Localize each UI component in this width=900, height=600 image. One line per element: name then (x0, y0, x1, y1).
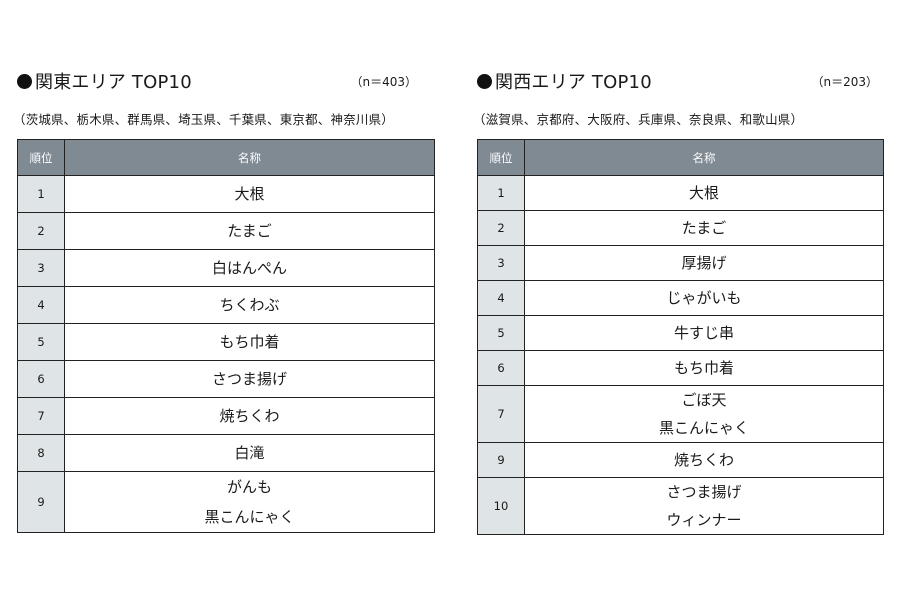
header-rank: 順位 (17, 139, 65, 176)
name-cell: もち巾着 (524, 350, 884, 386)
kansai-title-text: 関西エリア TOP10 (495, 72, 652, 93)
name-cell: さつま揚げウィンナー (524, 477, 884, 535)
name-cell: 牛すじ串 (524, 315, 884, 351)
table-row: 4 ちくわぶ (17, 286, 435, 324)
name-cell: さつま揚げ (64, 360, 435, 398)
rank-cell: 9 (477, 442, 525, 478)
rank-cell: 9 (17, 471, 65, 533)
kanto-ranking-rows: 1 大根 2 たまご 3 白はんぺん 4 ちくわぶ 5 もち巾着 6 さつま揚げ 7 焼ちくわ 8 白滝 9 がん… (17, 175, 435, 533)
kanto-ranking-table: 順位 名称 1 大根 2 たまご 3 白はんぺん 4 ちくわぶ 5 もち巾着 6 さつま揚げ 7 焼ちくわ… (17, 139, 435, 533)
rank-cell: 3 (17, 249, 65, 287)
item-name: もち巾着 (673, 359, 734, 377)
item-name: じゃがいも (666, 289, 742, 307)
rank-cell: 2 (477, 210, 525, 246)
item-name: さつま揚げ (666, 483, 742, 501)
name-cell: 白はんぺん (64, 249, 435, 287)
rank-cell: 5 (17, 323, 65, 361)
name-cell: じゃがいも (524, 280, 884, 316)
table-row: 4 じゃがいも (477, 280, 884, 316)
rank-cell: 6 (17, 360, 65, 398)
item-name: さつま揚げ (211, 370, 287, 388)
item-name: 大根 (688, 184, 719, 202)
table-row: 3 白はんぺん (17, 249, 435, 287)
name-cell: 焼ちくわ (524, 442, 884, 478)
item-name: たまご (681, 219, 727, 237)
table-header-row: 順位 名称 (477, 139, 884, 176)
name-cell: ちくわぶ (64, 286, 435, 324)
rank-cell: 8 (17, 434, 65, 472)
kanto-prefectures: （茨城県、栃木県、群馬県、埼玉県、千葉県、東京都、神奈川県） (13, 112, 395, 127)
kansai-title-row: 関西エリア TOP10 （n＝203） (477, 68, 884, 94)
name-cell: たまご (64, 212, 435, 250)
item-name: 大根 (234, 185, 265, 203)
kanto-title-row: 関東エリア TOP10 （n＝403） (17, 68, 435, 94)
rank-cell: 2 (17, 212, 65, 250)
item-name: ごぼ天 (681, 391, 727, 409)
rank-cell: 1 (477, 175, 525, 211)
kansai-prefectures: （滋賀県、京都府、大阪府、兵庫県、奈良県、和歌山県） (473, 112, 804, 127)
name-cell: がんも 黒こんにゃく (64, 471, 435, 533)
name-cell: 大根 (64, 175, 435, 213)
item-name: もち巾着 (219, 333, 280, 351)
rank-cell: 7 (477, 385, 525, 443)
table-row: 1 大根 (17, 175, 435, 213)
rank-cell: 5 (477, 315, 525, 351)
item-name: がんも (226, 478, 272, 496)
name-cell: 焼ちくわ (64, 397, 435, 435)
kansai-ranking-rows: 1 大根 2 たまご 3 厚揚げ 4 じゃがいも 5 牛すじ串 6 もち巾着 7 ごぼ天 黒こんにゃく 9 焼ち… (477, 175, 884, 535)
kanto-title: 関東エリア TOP10 (17, 68, 192, 94)
table-row: 7 焼ちくわ (17, 397, 435, 435)
table-row: 9 がんも 黒こんにゃく (17, 471, 435, 533)
rank-cell: 3 (477, 245, 525, 281)
item-name: ウィンナー (666, 511, 742, 529)
kanto-title-text: 関東エリア TOP10 (35, 72, 192, 93)
item-name: 厚揚げ (681, 254, 727, 272)
item-name: ちくわぶ (219, 296, 280, 314)
item-name: 牛すじ串 (673, 324, 734, 342)
name-cell: もち巾着 (64, 323, 435, 361)
table-row: 3 厚揚げ (477, 245, 884, 281)
table-row: 7 ごぼ天 黒こんにゃく (477, 385, 884, 443)
table-row: 8 白滝 (17, 434, 435, 472)
kansai-title: 関西エリア TOP10 (477, 68, 652, 94)
name-cell: ごぼ天 黒こんにゃく (524, 385, 884, 443)
table-row: 5 牛すじ串 (477, 315, 884, 351)
header-name: 名称 (524, 139, 884, 176)
header-name: 名称 (64, 139, 435, 176)
rank-cell: 7 (17, 397, 65, 435)
rank-cell: 4 (17, 286, 65, 324)
name-cell: 白滝 (64, 434, 435, 472)
table-row: 6 さつま揚げ (17, 360, 435, 398)
item-name: 焼ちくわ (673, 451, 734, 469)
header-rank: 順位 (477, 139, 525, 176)
name-cell: 厚揚げ (524, 245, 884, 281)
name-cell: たまご (524, 210, 884, 246)
table-row: 1 大根 (477, 175, 884, 211)
bullet-icon (477, 74, 492, 89)
rank-cell: 10 (477, 477, 525, 535)
table-row: 10 さつま揚げ ウィンナー (477, 477, 884, 535)
kanto-sample-size: （n＝403） (350, 75, 417, 89)
table-header-row: 順位 名称 (17, 139, 435, 176)
rank-cell: 1 (17, 175, 65, 213)
item-name: たまご (227, 222, 272, 240)
rank-cell: 6 (477, 350, 525, 386)
table-row: 2 たまご (477, 210, 884, 246)
bullet-icon (17, 74, 32, 89)
kansai-ranking-table: 順位 名称 1 大根 2 たまご 3 厚揚げ 4 じゃがいも 5 牛すじ串 6 もち巾着 7 ごぼ天 黒こん… (477, 139, 884, 535)
table-row: 6 もち巾着 (477, 350, 884, 386)
item-name: 焼ちくわ (219, 407, 280, 425)
rank-cell: 4 (477, 280, 525, 316)
name-cell: 大根 (524, 175, 884, 211)
item-name: 白滝 (234, 444, 265, 462)
table-row: 2 たまご (17, 212, 435, 250)
table-row: 5 もち巾着 (17, 323, 435, 361)
item-name: 白はんぺん (211, 259, 287, 277)
kansai-sample-size: （n＝203） (811, 75, 878, 89)
item-name: 黒こんにゃく (204, 508, 295, 526)
item-name: 黒こんにゃく (658, 419, 749, 437)
table-row: 9 焼ちくわ (477, 442, 884, 478)
